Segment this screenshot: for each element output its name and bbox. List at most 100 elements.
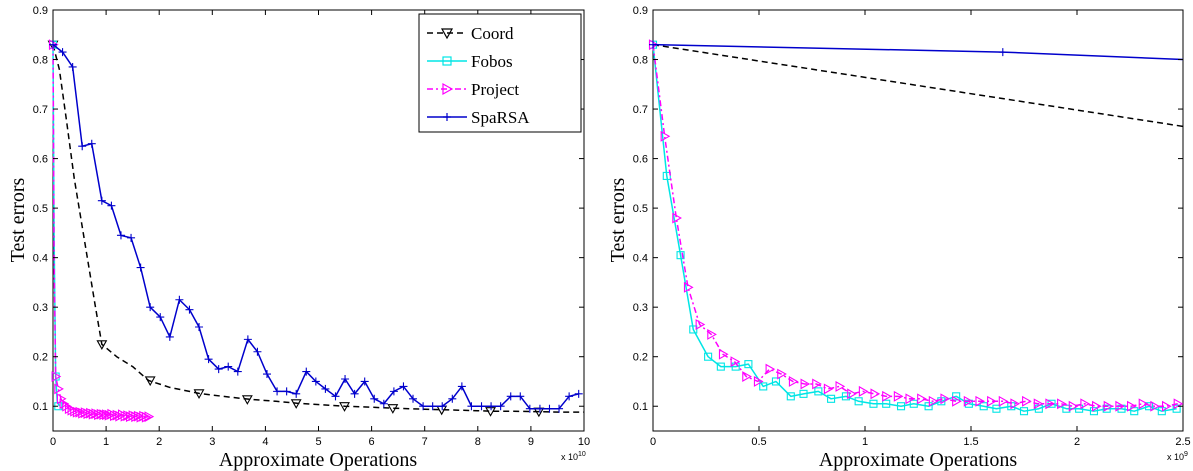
left-x-tick-label: 3 (209, 436, 215, 448)
right-point-fobos (1145, 402, 1154, 411)
right-point-fobos (924, 402, 933, 411)
left-point-sparsa (467, 402, 476, 411)
right-point-project (940, 393, 951, 405)
left-point-sparsa (311, 377, 320, 386)
left-point-sparsa (233, 367, 242, 376)
left-point-sparsa (477, 402, 486, 411)
left-point-sparsa (428, 402, 437, 411)
right-series-line-fobos (652, 44, 1177, 412)
left-x-axis-label: Approximate Operations (219, 449, 417, 471)
left-x-tick-label: 1 (103, 436, 109, 448)
left-point-project (51, 371, 62, 382)
right-point-fobos (662, 171, 671, 180)
right-point-project (1010, 398, 1021, 410)
right-point-project (882, 390, 892, 402)
right-point-project (1057, 398, 1067, 410)
left-point-project (59, 398, 70, 410)
left-point-project (120, 410, 131, 422)
left-x-multiplier-exp: 10 (578, 451, 586, 458)
left-series-sparsa (49, 40, 583, 413)
left-point-project (83, 408, 94, 420)
legend-box (418, 13, 582, 133)
right-point-project (987, 395, 997, 407)
left-point-sparsa (204, 355, 213, 364)
left-point-sparsa (574, 389, 583, 398)
right-point-project (742, 371, 752, 382)
right-y-tick-label: 0.2 (633, 352, 648, 364)
right-point-fobos (786, 392, 795, 401)
legend-label-fobos: Fobos (471, 52, 513, 71)
right-plot-area (652, 9, 1184, 432)
right-point-fobos (1130, 407, 1139, 416)
right-point-project (800, 378, 811, 390)
right-point-fobos (1089, 407, 1099, 416)
left-point-sparsa (419, 402, 428, 411)
left-point-sparsa (321, 384, 330, 393)
right-point-project (765, 363, 776, 375)
left-point-sparsa (506, 392, 515, 401)
left-point-sparsa (409, 394, 418, 403)
right-point-project (1161, 400, 1172, 412)
right-series-sparsa (649, 40, 1184, 61)
right-point-project (858, 385, 869, 397)
right-x-tick-label: 0.5 (751, 436, 766, 448)
right-point-project (1022, 395, 1032, 407)
left-point-sparsa (253, 347, 262, 356)
left-point-sparsa (370, 394, 379, 403)
left-point-sparsa (331, 392, 340, 401)
right-point-fobos (716, 362, 725, 371)
right-point-fobos (964, 399, 973, 408)
right-y-axis-label: Test errors (607, 177, 629, 262)
right-point-project (952, 395, 962, 407)
left-point-project (141, 411, 152, 423)
right-y-tick-label: 0.9 (633, 5, 648, 17)
left-y-tick-label: 0.7 (33, 104, 48, 116)
right-point-project (1080, 398, 1091, 410)
left-point-project (96, 408, 107, 420)
right-point-fobos (992, 404, 1001, 413)
left-point-sparsa (175, 295, 184, 304)
right-series-line-project (652, 44, 1178, 407)
left-point-project (110, 410, 120, 422)
right-y-tick-label: 0.4 (633, 253, 648, 265)
left-point-sparsa (341, 374, 350, 383)
left-y-tick-label: 0.4 (33, 253, 48, 265)
left-point-sparsa (302, 367, 311, 376)
right-point-fobos (744, 360, 753, 369)
legend-marker-fobos (442, 56, 452, 66)
left-point-sparsa (457, 382, 466, 391)
right-point-fobos (759, 382, 768, 391)
left-point-sparsa (273, 387, 282, 396)
left-y-tick-label: 0.9 (33, 5, 48, 17)
right-x-tick-label: 1 (862, 436, 868, 448)
right-point-project (1115, 400, 1126, 412)
legend-marker-sparsa (443, 113, 451, 121)
left-point-sparsa (555, 404, 564, 413)
legend-label-coord: Coord (471, 24, 514, 43)
right-point-fobos (854, 397, 863, 406)
left-point-sparsa (127, 233, 136, 242)
left-x-tick-label: 7 (422, 436, 428, 448)
left-point-sparsa (146, 303, 155, 312)
right-point-project (1033, 398, 1044, 410)
legend-marker-project (442, 82, 454, 96)
left-point-sparsa (545, 404, 554, 413)
left-point-sparsa (389, 387, 398, 396)
left-point-sparsa (496, 402, 505, 411)
legend-label-project: Project (471, 80, 519, 99)
left-y-tick-label: 0.6 (33, 154, 48, 166)
right-series-project (648, 39, 1184, 412)
right-chart: 0 0.5 1 1.5 2 2.50.10.20.30.40.50.60.70.80.9 … (607, 5, 1191, 471)
right-point-project (1138, 398, 1149, 410)
left-point-sparsa (68, 62, 77, 71)
right-point-project (998, 395, 1009, 407)
left-point-coord (339, 402, 350, 412)
right-point-project (707, 328, 717, 340)
legend-item-project: Project (427, 80, 519, 99)
left-point-coord (144, 376, 156, 387)
right-point-project (835, 380, 846, 392)
left-point-sparsa (87, 139, 96, 148)
right-point-project (917, 393, 927, 405)
right-point-project (1045, 398, 1056, 410)
